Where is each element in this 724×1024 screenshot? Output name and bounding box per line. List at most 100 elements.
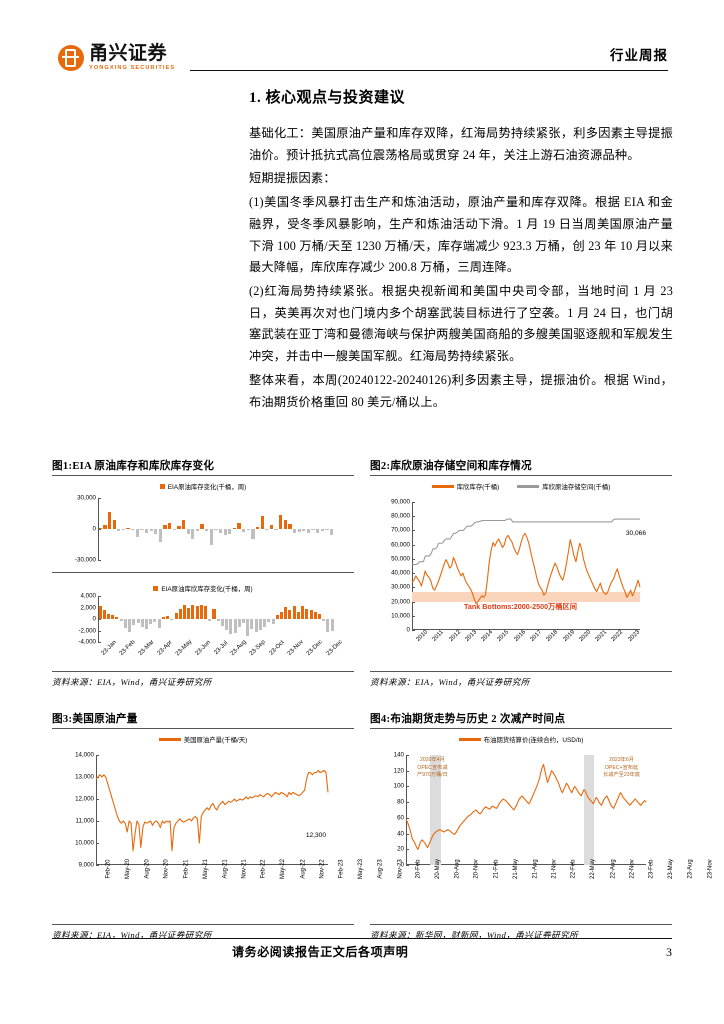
bar-item [140, 596, 144, 642]
figure-1-bottom-legend: EIA原油库欣库存变化(千桶，周) [52, 578, 354, 593]
bar-item [317, 596, 321, 642]
bar-item [157, 596, 161, 642]
x-tick-label: 2014 [480, 629, 495, 643]
paragraph-overall: 整体来看，本周(20240122-20240126)利多因素主导，提振油价。根据… [249, 372, 673, 409]
x-tick-label: Aug-20 [144, 859, 151, 879]
bar [288, 610, 292, 619]
bar [325, 529, 329, 531]
logo-name-en: YONGXING SECURITIES [89, 65, 176, 71]
paragraph-shortterm-heading: 短期提振因素： [249, 171, 336, 186]
page-header: 甬兴证券 YONGXING SECURITIES 行业周报 [0, 0, 724, 92]
bar [126, 528, 130, 529]
figure-1-title: 图1:EIA 原油库存和库欣库存变化 [52, 458, 354, 476]
bar [170, 619, 174, 621]
y-tick-label: 0 [92, 615, 96, 623]
y-tick-label: 40 [397, 830, 404, 838]
y-tick-label: 20 [397, 845, 404, 853]
bar [274, 529, 278, 530]
bar-item [191, 498, 196, 560]
bar [140, 529, 144, 531]
figure-1-source: 资料来源：EIA，Wind，甬兴证券研究所 [52, 677, 212, 687]
bar-item [182, 596, 186, 642]
x-tick-label: May-21 [202, 858, 209, 880]
brand-logo: 甬兴证券 YONGXING SECURITIES [58, 44, 175, 72]
bar-item [269, 498, 274, 560]
x-tick-label: Nov-21 [241, 859, 248, 879]
bar-item [250, 596, 254, 642]
bar-item [98, 596, 102, 642]
y-axis [96, 755, 97, 865]
bar [177, 525, 181, 529]
bar-item [275, 596, 279, 642]
tank-bottoms-annotation: Tank Bottoms:2000-2500万桶区间 [464, 602, 577, 611]
page-number: 3 [666, 945, 672, 959]
bar [267, 619, 271, 623]
y-tick-label: 30,000 [77, 494, 96, 502]
bar-item [158, 498, 163, 560]
y-tick-label: 4,000 [80, 592, 96, 600]
bar [174, 613, 178, 619]
opec-2020-annotation-line2: OPEC宣布减 [417, 764, 448, 771]
x-tick-label: 23-Apr [157, 639, 175, 657]
x-tick-label: 2010 [415, 629, 430, 643]
bar-item [161, 596, 165, 642]
bar-item [177, 498, 182, 560]
figure-3-title: 图3:美国原油产量 [52, 711, 354, 729]
figure-2-title: 图2:库欣原油存储空间和库存情况 [370, 458, 672, 476]
x-tick-label: 23-May [668, 858, 675, 880]
bar [132, 619, 136, 626]
last-value-annotation: 30,066 [625, 530, 646, 537]
bar [296, 612, 300, 619]
x-tick-label: 20-Aug [454, 859, 461, 879]
tank-bottoms-band [412, 591, 640, 602]
figure-4-body: 布油期货结算价(连续合约，USD/b) 140 120 100 80 60 40 20 0 2… [370, 729, 713, 925]
bar-item [136, 596, 140, 642]
bar [200, 523, 204, 529]
bar [246, 529, 250, 531]
bar-item [315, 498, 320, 560]
figure-3-source: 资料来源：EIA，Wind，甬兴证券研究所 [52, 930, 212, 940]
figure-4: 图4:布油期货走势与历史 2 次减产时间点 布油期货结算价(连续合约，USD/b… [370, 711, 713, 956]
bar-item [204, 498, 209, 560]
x-tick-label: 21-Nov [551, 859, 558, 879]
bar [306, 529, 311, 534]
figure-1: 图1:EIA 原油库存和库欣库存变化 EIA原油库存变化(千桶，周) 30,00… [52, 458, 354, 703]
figure-1-top-legend: EIA原油库存变化(千桶，周) [52, 476, 354, 491]
bar-item [128, 596, 132, 642]
bar [191, 604, 195, 619]
bar-item [187, 596, 191, 642]
bar-item [260, 498, 265, 560]
header-divider [190, 70, 668, 71]
bar-item [123, 596, 127, 642]
bar [223, 529, 227, 535]
y-tick-label: 120 [393, 767, 404, 775]
x-tick-label: 22-Aug [610, 859, 617, 879]
bar-item [216, 596, 220, 642]
x-tick-label: 20-May [435, 858, 442, 880]
bar-item [209, 498, 214, 560]
bar-item [274, 498, 279, 560]
bar-item [296, 596, 300, 642]
logo-text: 甬兴证券 YONGXING SECURITIES [89, 44, 175, 72]
paragraph-factor-2: (2)红海局势持续紧张。根据央视新闻和美国中央司令部，当地时间 1 月 23 日… [249, 284, 673, 364]
bar [186, 529, 190, 534]
series-line [412, 518, 640, 566]
bar [292, 529, 297, 533]
bar-item [311, 498, 316, 560]
bar [144, 529, 149, 533]
paragraph-factor-1: (1)美国冬季风暴打击生产和炼油活动，原油产量和库存双降。根据 EIA 和金融界… [249, 195, 673, 275]
figure-4-legend: 布油期货结算价(连续合约，USD/b) [370, 729, 672, 744]
bar-item [200, 498, 205, 560]
legend-line-icon [458, 738, 481, 741]
bar-item [313, 596, 317, 642]
bar-item [246, 498, 251, 560]
bar [199, 605, 203, 619]
bar [209, 529, 213, 546]
figure-2-x-axis-labels: 2010 2011 2012 2013 2014 2015 2016 2017 2018 2019… [412, 629, 640, 643]
x-tick-label: 21-Aug [532, 859, 539, 879]
bar-item [284, 596, 288, 642]
opec-2023-highlight-band [583, 755, 595, 865]
series-line [405, 763, 647, 850]
bar [225, 619, 229, 630]
bar [305, 608, 309, 619]
